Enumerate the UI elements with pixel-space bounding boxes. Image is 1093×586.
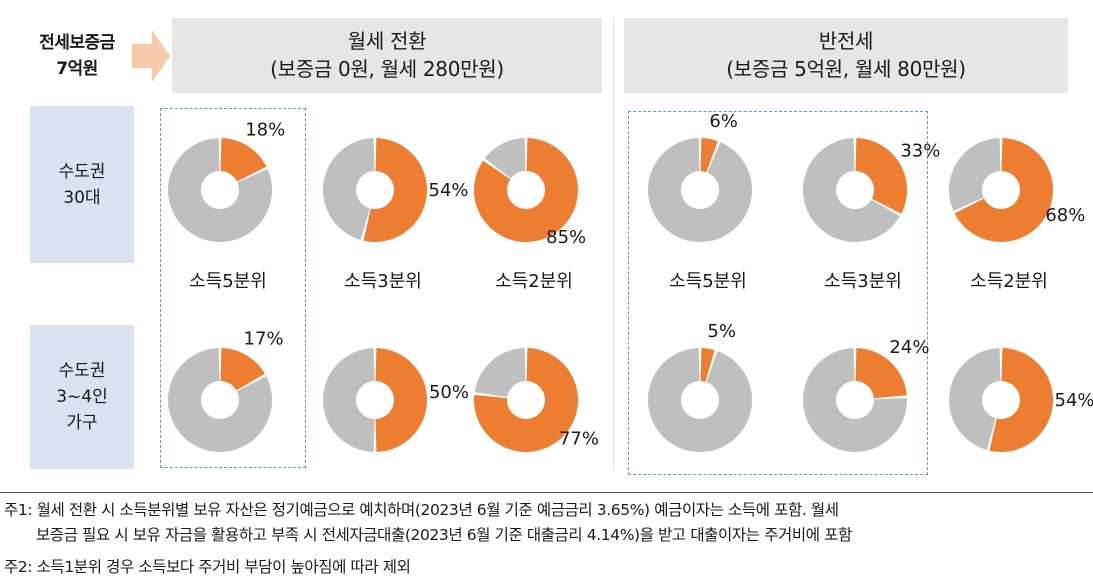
donut-value-label: 77% — [559, 429, 599, 450]
deposit-label: 전세보증금 7억원 — [18, 30, 136, 82]
donut-rest-slice — [323, 348, 375, 452]
donut-value-label: 33% — [900, 140, 940, 161]
donut-share-slice — [474, 138, 578, 242]
header-monthly-rent-title: 월세 전환 — [347, 29, 427, 53]
section-divider — [613, 18, 614, 470]
donut-value-label: 68% — [1045, 205, 1085, 226]
donut-value-label: 50% — [429, 382, 469, 403]
donut-value-label: 24% — [889, 337, 929, 358]
income-quintile-label: 소득3분위 — [824, 271, 902, 292]
header-monthly-rent: 월세 전환 (보증금 0원, 월세 280만원) — [172, 18, 602, 93]
row-label-family-line3: 가구 — [66, 413, 98, 433]
donut-share-slice — [474, 348, 578, 452]
donut-share-slice — [375, 348, 427, 452]
income-quintile-label: 소득2분위 — [495, 271, 573, 292]
donut-rest-slice — [803, 348, 907, 452]
row-label-family-line2: 3~4인 — [56, 387, 108, 407]
donut-share-slice — [220, 348, 265, 391]
donut-rest-slice — [484, 138, 526, 179]
donut-rest-slice — [323, 138, 375, 240]
income-quintile-label: 소득5분위 — [669, 271, 747, 292]
row-label-family-line1: 수도권 — [58, 361, 106, 381]
header-half-jeonse-sub: (보증금 5억원, 월세 80만원) — [726, 57, 966, 81]
row-label-30s-line1: 수도권 — [58, 161, 106, 182]
donut-share-slice — [220, 138, 267, 182]
row-label-family: 수도권 3~4인 가구 — [30, 325, 134, 469]
notes-divider — [0, 492, 1093, 493]
donut-rest-slice — [648, 138, 752, 243]
donut-share-slice — [700, 138, 718, 173]
deposit-label-line2: 7억원 — [56, 59, 98, 79]
donut-value-label: 54% — [1055, 390, 1093, 411]
highlight-box-left — [160, 108, 306, 468]
donut-value-label: 5% — [707, 321, 736, 342]
donut-share-slice — [363, 138, 427, 242]
donut-value-label: 85% — [546, 227, 586, 248]
donut-rest-slice — [949, 138, 1001, 211]
donut-value-label: 18% — [245, 120, 285, 141]
donut-share-slice — [855, 138, 908, 214]
highlight-box-right — [628, 111, 928, 475]
income-quintile-label: 소득2분위 — [970, 271, 1048, 292]
donut-share-slice — [954, 138, 1053, 242]
donut-share-slice — [700, 348, 715, 382]
header-half-jeonse-title: 반전세 — [818, 29, 874, 53]
header-monthly-rent-sub: (보증금 0원, 월세 280만원) — [270, 57, 504, 81]
donut-value-label: 6% — [709, 111, 738, 132]
arrow-right-icon — [132, 30, 170, 82]
donut-share-slice — [855, 348, 907, 399]
donut-rest-slice — [949, 348, 1001, 450]
donut-rest-slice — [474, 348, 526, 398]
donut-value-label: 17% — [244, 329, 284, 350]
donut-value-label: 54% — [429, 180, 469, 201]
note-1-line-2: 보증금 필요 시 보유 자금을 활용하고 부족 시 전세자금대출(2023년 6… — [36, 526, 852, 544]
income-quintile-label: 소득3분위 — [344, 271, 422, 292]
income-quintile-label: 소득5분위 — [189, 271, 267, 292]
note-1-line-1: 주1: 월세 전환 시 소득분위별 보유 자산은 정기예금으로 예치하며(202… — [4, 501, 839, 519]
note-2: 주2: 소득1분위 경우 소득보다 주거비 부담이 높아짐에 따라 제외 — [4, 558, 411, 576]
row-label-30s: 수도권 30대 — [30, 106, 134, 263]
deposit-label-line1: 전세보증금 — [39, 33, 115, 53]
donut-rest-slice — [168, 138, 272, 242]
donut-rest-slice — [803, 138, 900, 243]
row-label-30s-line2: 30대 — [63, 187, 101, 208]
donut-rest-slice — [648, 348, 752, 453]
donut-rest-slice — [168, 348, 273, 452]
donut-share-slice — [989, 348, 1053, 453]
header-half-jeonse: 반전세 (보증금 5억원, 월세 80만원) — [624, 18, 1068, 93]
